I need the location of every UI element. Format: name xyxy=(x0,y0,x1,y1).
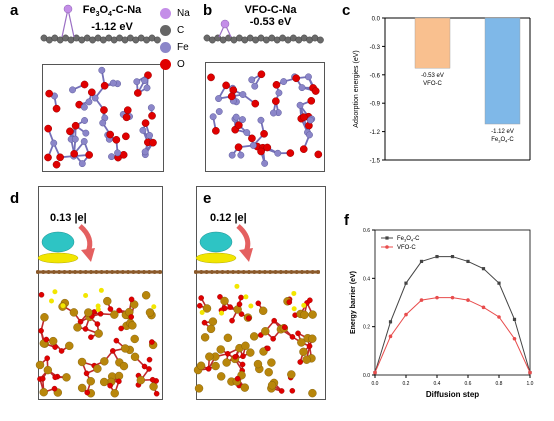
panel-a-title: Fe3O4-C-Na -1.12 eV xyxy=(82,4,142,34)
y-tick-label: 0.4 xyxy=(363,276,370,282)
data-point xyxy=(512,317,517,322)
charge-transfer-e: 0.12 |e| xyxy=(210,212,247,224)
legend-fe: Fe xyxy=(160,42,189,53)
legend-label: VFO-C xyxy=(397,245,416,251)
bar-value-label: -0.53 eV xyxy=(421,73,444,79)
y-tick-label: -0.3 xyxy=(370,45,381,51)
charge-transfer-arrow xyxy=(78,224,95,262)
data-point xyxy=(481,267,486,271)
bar-vfo-c xyxy=(414,17,451,69)
y-tick-label: 0.0 xyxy=(372,17,381,23)
data-point xyxy=(450,295,455,300)
bar-category-label: Fe3O4-C xyxy=(491,137,514,144)
slab-atoms xyxy=(44,66,157,169)
legend-marker xyxy=(385,236,389,240)
y-tick-label: -0.6 xyxy=(370,73,381,79)
plot-frame xyxy=(374,229,531,376)
x-tick-label: 0.8 xyxy=(496,381,503,387)
y-tick-label: 0.2 xyxy=(363,325,370,331)
data-point xyxy=(497,281,501,285)
adsorption-energy-bar-chart: 0.0 -0.3 -0.6 -0.9 -1.2 -1.5 Adsorption energi… xyxy=(353,17,531,165)
legend-na: Na xyxy=(160,8,190,19)
vfo-c-charge-density-structure xyxy=(193,224,320,398)
graphene-layer xyxy=(203,34,324,44)
y-tick-label: -0.9 xyxy=(370,102,381,108)
structure-box-a xyxy=(42,64,164,172)
y-axis-label: Energy barrier (eV) xyxy=(350,271,357,334)
charge-density-cloud xyxy=(195,231,237,264)
x-tick-label: 0.0 xyxy=(372,381,379,387)
legend-o: O xyxy=(160,59,185,70)
legend-label: Fe3O4-C xyxy=(397,236,420,243)
x-tick-label: 0.4 xyxy=(434,381,441,387)
data-point xyxy=(435,254,439,259)
data-point xyxy=(512,336,517,341)
y-tick-label: -1.5 xyxy=(370,159,381,165)
data-point xyxy=(466,259,470,264)
y-tick-label: -1.2 xyxy=(370,130,381,136)
o-atom-icon xyxy=(160,59,171,70)
data-point xyxy=(388,320,393,324)
na-atom-icon xyxy=(160,8,171,19)
charge-transfer-d: 0.13 |e| xyxy=(50,212,87,224)
vfo-c-na-structure xyxy=(203,19,324,167)
fe3o4-c-charge-density-structure xyxy=(35,224,162,398)
data-point xyxy=(404,281,408,285)
x-tick-label: 0.6 xyxy=(465,381,472,387)
structure-box-b xyxy=(205,62,325,172)
x-axis-label: Diffusion step xyxy=(426,390,479,399)
graphene-layer xyxy=(36,270,162,274)
fe-atom-icon xyxy=(160,42,171,53)
panel-label-f: f xyxy=(344,212,349,229)
panel-label-e: e xyxy=(203,190,212,207)
data-point xyxy=(497,315,501,319)
energy-barrier-line-chart: 0.0 0.2 0.4 0.6 0.0 0.2 0.4 0.6 0.8 1.0 Diffusion … xyxy=(350,228,534,399)
series-line-vfo-c xyxy=(374,297,531,373)
data-point xyxy=(466,298,470,302)
fe3o4-c-na-structure xyxy=(40,4,161,169)
charge-transfer-arrow xyxy=(236,224,253,262)
structure-box-e xyxy=(196,186,326,400)
y-tick-label: 0.0 xyxy=(363,373,370,379)
data-point xyxy=(404,312,408,317)
structure-box-d xyxy=(38,186,163,400)
x-tick-label: 1.0 xyxy=(527,381,534,387)
y-axis-label: Adsorption energies (eV) xyxy=(353,50,360,127)
data-point xyxy=(419,298,424,302)
c-atom-icon xyxy=(160,25,171,36)
graphene-layer xyxy=(40,34,161,44)
data-point xyxy=(481,305,486,310)
data-point xyxy=(388,334,393,339)
panel-b-title: VFO-C-Na -0.53 eV xyxy=(244,4,297,28)
panel-label-b: b xyxy=(203,2,213,19)
legend-c: C xyxy=(160,25,184,36)
bar-category-label: VFO-C xyxy=(423,81,442,87)
data-point xyxy=(450,254,455,259)
series-line-fe3o4-c xyxy=(374,256,531,373)
panel-label-d: d xyxy=(10,190,20,207)
na-atom xyxy=(61,4,75,38)
x-tick-label: 0.2 xyxy=(403,381,410,387)
legend-marker xyxy=(385,245,389,249)
data-point xyxy=(419,259,424,264)
slab-atoms xyxy=(193,283,317,398)
na-atom xyxy=(218,19,232,38)
panel-label-a: a xyxy=(10,2,19,19)
slab-atoms xyxy=(35,287,160,398)
data-point xyxy=(373,370,377,375)
panel-label-c: c xyxy=(342,2,351,19)
y-tick-label: 0.6 xyxy=(363,228,370,234)
data-point xyxy=(528,370,532,375)
bar-fe3o4-c xyxy=(484,17,521,125)
bar-value-label: -1.12 eV xyxy=(491,129,514,135)
slab-atoms xyxy=(207,70,323,167)
data-point xyxy=(435,295,439,300)
graphene-layer xyxy=(194,270,320,274)
charge-density-cloud xyxy=(37,231,79,264)
